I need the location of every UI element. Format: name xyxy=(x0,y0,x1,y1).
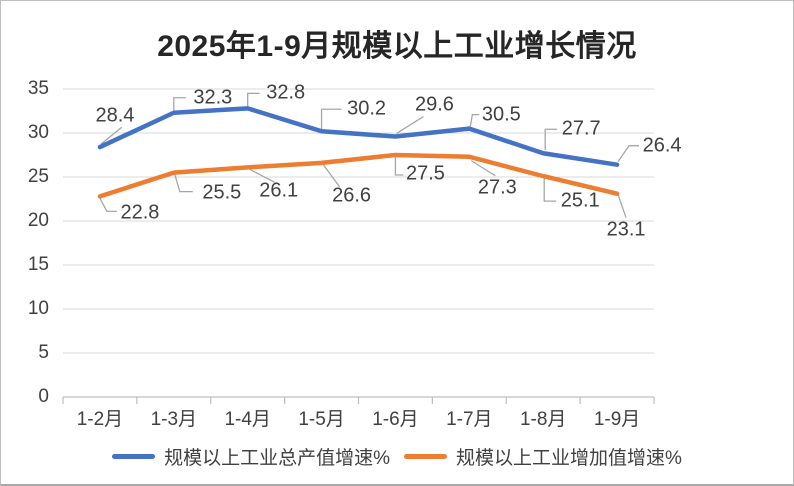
data-label: 32.3 xyxy=(193,86,233,109)
data-label: 22.8 xyxy=(120,201,160,224)
data-label: 28.4 xyxy=(95,104,135,127)
data-label-leader-line xyxy=(469,113,480,127)
data-label: 27.3 xyxy=(477,176,517,199)
data-label: 23.1 xyxy=(606,218,646,241)
data-label-leader-line xyxy=(100,126,123,145)
legend-item-total-output-growth: 规模以上工业总产值增速% xyxy=(112,443,390,470)
y-axis-tick-label: 5 xyxy=(38,342,49,363)
x-axis-category-label: 1-8月 xyxy=(519,409,567,430)
series-line-added-value xyxy=(97,152,620,199)
y-axis-tick-label: 10 xyxy=(27,298,49,319)
data-label-leader-line xyxy=(470,160,496,177)
y-axis-tick-label: 0 xyxy=(38,386,49,407)
data-label: 26.1 xyxy=(259,179,299,202)
legend-item-added-value-growth: 规模以上工业增加值增速% xyxy=(404,443,682,470)
data-label-leader-line xyxy=(544,128,558,151)
y-axis-tick-label: 25 xyxy=(27,166,49,187)
x-axis-category-label: 1-6月 xyxy=(372,409,419,430)
x-axis-category-label: 1-5月 xyxy=(298,409,345,430)
data-label: 32.8 xyxy=(266,81,306,104)
x-axis-category-label: 1-9月 xyxy=(593,409,641,430)
data-label: 29.6 xyxy=(414,93,454,116)
data-label: 27.5 xyxy=(405,162,445,185)
data-label-leader-line xyxy=(617,194,627,218)
y-axis-tick-label: 20 xyxy=(27,210,49,231)
data-label-leader-line xyxy=(174,174,193,193)
data-label-leader-line xyxy=(247,92,260,107)
data-label-leader-line xyxy=(249,168,275,183)
data-label-leader-line xyxy=(323,164,341,188)
data-label: 30.2 xyxy=(347,97,387,120)
legend-label-total-output-growth: 规模以上工业总产值增速% xyxy=(164,448,390,469)
data-label-leader-line xyxy=(617,145,640,163)
legend-label-added-value-growth: 规模以上工业增加值增速% xyxy=(456,448,682,469)
legend-line-swatch-blue xyxy=(112,454,156,459)
data-label: 25.5 xyxy=(202,181,242,204)
legend-line-swatch-orange xyxy=(404,454,447,459)
y-axis-tick-label: 15 xyxy=(27,254,49,275)
x-axis-category-label: 1-3月 xyxy=(150,409,198,430)
data-label: 27.7 xyxy=(561,117,601,140)
chart-title: 2025年1-9月规模以上工业增长情况 xyxy=(157,30,637,63)
data-label: 26.6 xyxy=(332,184,372,207)
data-label: 25.1 xyxy=(560,189,600,212)
x-axis-category-label: 1-7月 xyxy=(446,409,493,430)
data-label: 30.5 xyxy=(481,103,521,126)
data-label: 26.4 xyxy=(642,134,682,157)
data-label-leader-line xyxy=(99,198,117,213)
x-axis-category-label: 1-4月 xyxy=(224,409,271,430)
data-label-leader-line xyxy=(543,178,557,202)
data-label-leader-line xyxy=(173,97,186,111)
x-axis-category-label: 1-2月 xyxy=(76,409,124,430)
data-label-leader-line xyxy=(394,157,404,176)
data-label-leader-line xyxy=(396,115,424,135)
legend: 规模以上工业总产值增速% 规模以上工业增加值增速% xyxy=(1,443,793,470)
y-axis-tick-label: 35 xyxy=(27,78,49,99)
y-axis-tick-label: 30 xyxy=(27,122,49,143)
data-label-leader-line xyxy=(320,108,342,130)
series-line-total-output xyxy=(97,106,620,167)
